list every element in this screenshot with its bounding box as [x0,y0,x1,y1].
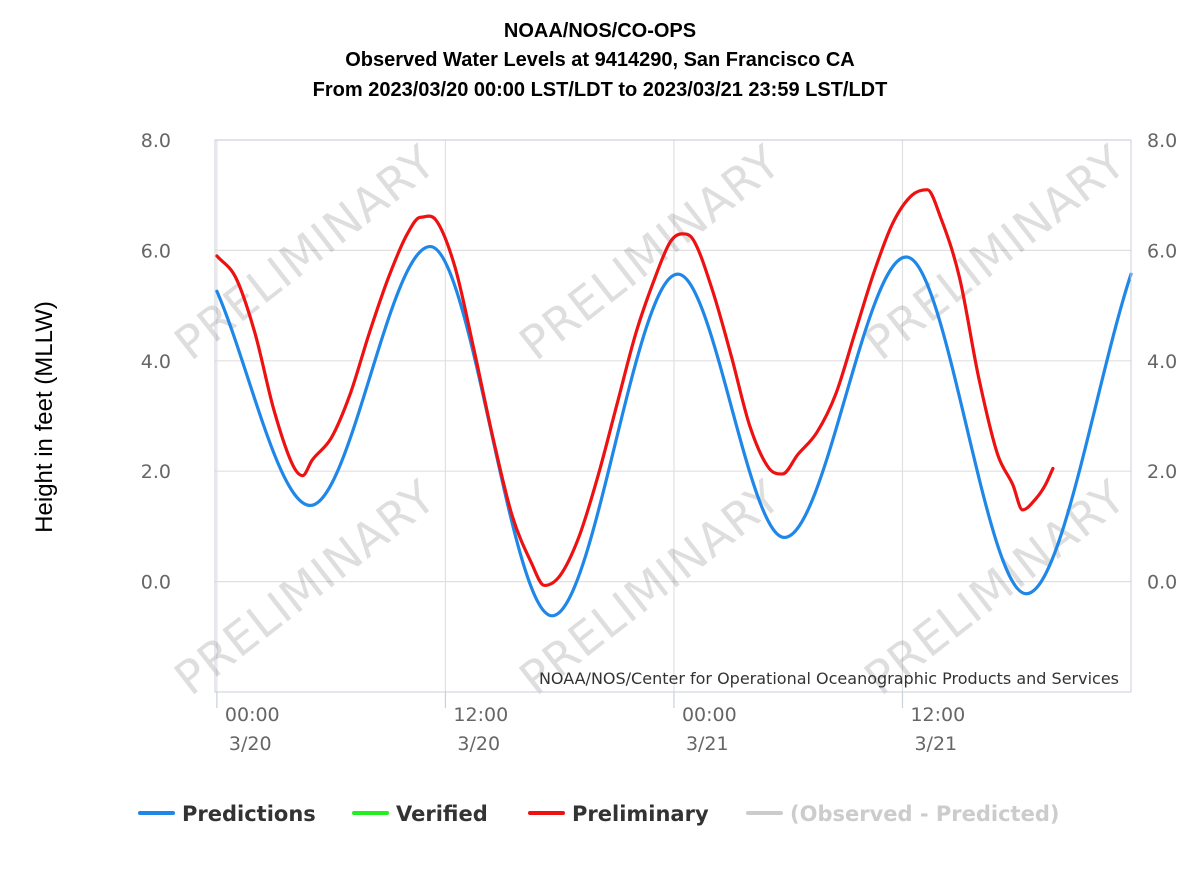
y-tick-label-right: 4.0 [1147,351,1177,373]
x-tick-time-label: 00:00 [225,704,280,726]
credit-text: NOAA/NOS/Center for Operational Oceanogr… [539,669,1119,688]
chart-title-line-3: From 2023/03/20 00:00 LST/LDT to 2023/03… [313,79,888,101]
series-line-preliminary [215,188,1055,588]
series-layer [215,188,1133,618]
chart-title: NOAA/NOS/CO-OPS Observed Water Levels at… [313,20,888,101]
x-tick-date-label: 3/21 [914,733,957,755]
legend-label: Preliminary [572,802,709,826]
chart-title-line-2: Observed Water Levels at 9414290, San Fr… [345,49,855,71]
legend-item-preliminary[interactable]: Preliminary [528,802,709,826]
x-tick-date-label: 3/20 [229,733,272,755]
x-tick-date-label: 3/20 [457,733,500,755]
x-tick-time-label: 12:00 [910,704,965,726]
chart-title-line-1: NOAA/NOS/CO-OPS [504,20,696,42]
legend-label: (Observed - Predicted) [790,802,1059,826]
y-tick-label-right: 2.0 [1147,461,1177,483]
y-tick-label-left: 8.0 [141,130,171,152]
x-tick-date-label: 3/21 [686,733,729,755]
legend-label: Predictions [182,802,316,826]
legend-item-predictions[interactable]: Predictions [138,802,316,826]
y-axis-label: Height in feet (MLLW) [31,301,58,533]
y-axis-ticks: 0.0 0.0 2.0 2.0 4.0 4.0 6.0 6.0 8.0 8.0 [141,130,1177,594]
legend-label: Verified [396,802,488,826]
x-axis-ticks: 00:00 3/20 12:00 3/20 00:00 3/21 12:00 3/21 [216,692,965,755]
y-tick-label-right: 6.0 [1147,240,1177,262]
y-tick-label-left: 4.0 [141,351,171,373]
x-tick-time-label: 12:00 [453,704,508,726]
plot-area-border [214,139,1132,693]
y-tick-label-right: 8.0 [1147,130,1177,152]
y-tick-label-left: 0.0 [141,572,171,594]
legend-item-verified[interactable]: Verified [352,802,488,826]
y-tick-label-left: 6.0 [141,240,171,262]
legend-item-observed-predicted[interactable]: (Observed - Predicted) [746,802,1059,826]
y-tick-label-right: 0.0 [1147,572,1177,594]
x-tick-time-label: 00:00 [682,704,737,726]
y-tick-label-left: 2.0 [141,461,171,483]
series-line-predictions [215,244,1133,618]
legend: Predictions Verified Preliminary (Observed … [138,802,1059,826]
